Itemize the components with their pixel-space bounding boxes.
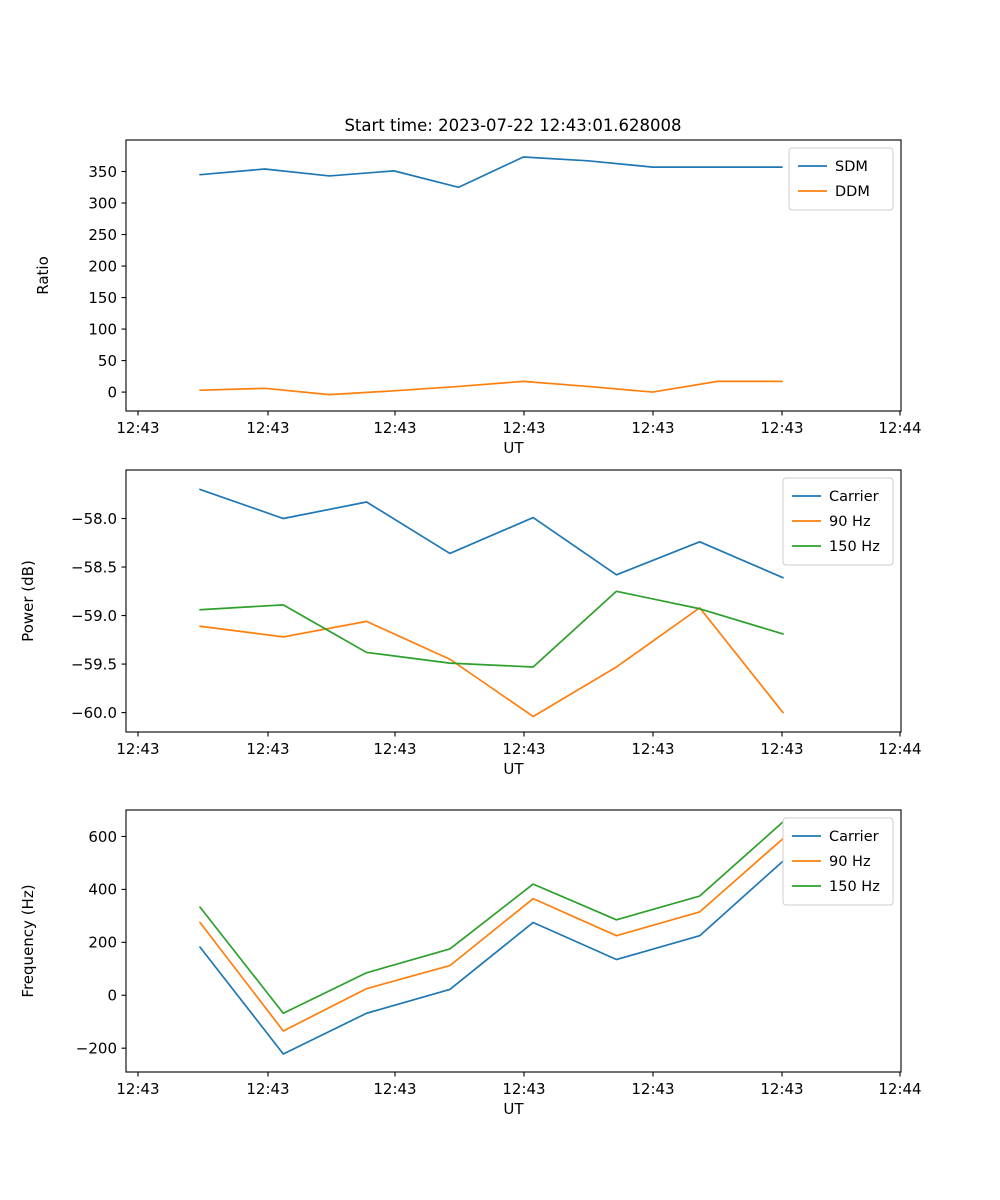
y-axis-label: Frequency (Hz): [19, 884, 37, 997]
y-tick-label: 300: [88, 194, 117, 212]
legend-label-90-hz: 90 Hz: [829, 514, 871, 530]
x-tick-label: 12:43: [631, 419, 674, 437]
figure-title: Start time: 2023-07-22 12:43:01.628008: [344, 116, 681, 135]
x-tick-label: 12:43: [246, 1080, 289, 1098]
y-tick-label: 250: [88, 226, 117, 244]
x-tick-label: 12:43: [760, 740, 803, 758]
x-tick-label: 12:43: [502, 419, 545, 437]
y-tick-label: 400: [88, 881, 117, 899]
x-axis-label: UT: [503, 1100, 524, 1118]
series-line-sdm: [199, 156, 783, 189]
x-tick-label: 12:43: [246, 740, 289, 758]
x-tick-label: 12:43: [116, 1080, 159, 1098]
y-tick-label: 100: [88, 320, 117, 338]
series-line-ddm: [199, 380, 783, 396]
x-tick-label: 12:43: [373, 740, 416, 758]
plot-frame: [125, 469, 902, 733]
y-tick-label: 150: [88, 289, 117, 307]
legend-label-sdm: SDM: [835, 159, 868, 175]
x-tick-label: 12:43: [502, 740, 545, 758]
y-tick-label: 50: [98, 352, 117, 370]
x-tick-label: 12:43: [116, 740, 159, 758]
legend-label-150-hz: 150 Hz: [829, 539, 880, 555]
plot-frame: [125, 139, 902, 412]
y-tick-label: −200: [76, 1039, 117, 1057]
series-line-carrier: [199, 488, 784, 579]
y-tick-label: 0: [107, 383, 117, 401]
x-tick-label: 12:44: [878, 419, 921, 437]
subplot-frequency-canvas: −200 0 200 400 600 Frequency (Hz) 12:43 12:43 12…: [19, 809, 922, 1118]
x-tick-label: 12:43: [631, 740, 674, 758]
x-tick-label: 12:43: [760, 419, 803, 437]
x-tick-label: 12:44: [878, 1080, 921, 1098]
subplot-power: −58.0 −58.5 −59.0 −59.5 −60.0 Power (dB) 12:43…: [0, 460, 1000, 800]
legend-box: [788, 147, 894, 211]
x-tick-label: 12:43: [373, 1080, 416, 1098]
x-tick-label: 12:43: [373, 419, 416, 437]
subplot-frequency: −200 0 200 400 600 Frequency (Hz) 12:43 12:43 12…: [0, 800, 1000, 1200]
x-axis-label: UT: [503, 439, 524, 457]
x-tick-label: 12:44: [878, 740, 921, 758]
y-tick-label: −59.5: [71, 655, 117, 673]
legend-label-150-hz: 150 Hz: [829, 879, 880, 895]
x-axis-label: UT: [503, 760, 524, 778]
legend-label-carrier: Carrier: [829, 489, 879, 505]
y-tick-label: −58.5: [71, 558, 117, 576]
y-tick-label: 0: [107, 987, 117, 1005]
subplot-ratio-canvas: Start time: 2023-07-22 12:43:01.628008 0 5…: [34, 116, 922, 457]
legend-box: [782, 477, 894, 566]
y-tick-label: −60.0: [71, 704, 117, 722]
x-tick-label: 12:43: [502, 1080, 545, 1098]
legend-label-ddm: DDM: [835, 184, 870, 200]
y-tick-label: 600: [88, 828, 117, 846]
y-axis-label: Power (dB): [19, 560, 37, 642]
y-tick-label: 350: [88, 163, 117, 181]
y-tick-label: −58.0: [71, 510, 117, 528]
legend-label-90-hz: 90 Hz: [829, 854, 871, 870]
y-tick-label: 200: [88, 257, 117, 275]
x-tick-label: 12:43: [116, 419, 159, 437]
series-line-150-hz: [199, 821, 784, 1015]
subplot-power-canvas: −58.0 −58.5 −59.0 −59.5 −60.0 Power (dB) 12:43…: [19, 469, 922, 778]
y-tick-label: −59.0: [71, 607, 117, 625]
series-line-150-hz: [199, 590, 784, 668]
series-line-90-hz: [199, 837, 784, 1032]
series-line-90-hz: [199, 606, 784, 718]
subplot-ratio: Start time: 2023-07-22 12:43:01.628008 0 5…: [0, 0, 1000, 460]
plot-frame: [125, 809, 902, 1073]
y-tick-label: 200: [88, 934, 117, 952]
legend-label-carrier: Carrier: [829, 829, 879, 845]
x-tick-label: 12:43: [760, 1080, 803, 1098]
y-axis-label: Ratio: [34, 256, 52, 295]
x-tick-label: 12:43: [631, 1080, 674, 1098]
legend-box: [782, 817, 894, 906]
series-line-carrier: [199, 860, 784, 1055]
x-tick-label: 12:43: [246, 419, 289, 437]
